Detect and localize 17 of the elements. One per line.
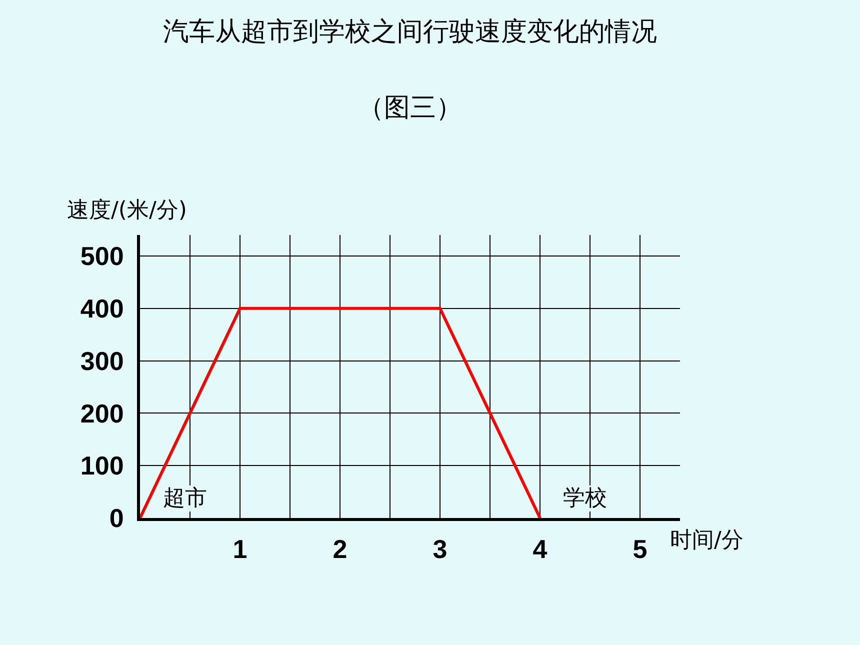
annotation: 学校 [563,486,607,511]
y-tick-label: 400 [80,293,124,324]
y-axis-title: 速度/(米/分) [67,198,187,223]
x-tick-label: 4 [532,534,548,564]
chart-title: 汽车从超市到学校之间行驶速度变化的情况 [163,17,657,47]
annotation: 超市 [163,486,207,511]
y-tick-label: 300 [80,346,124,376]
x-axis-title: 时间/分 [670,528,744,553]
x-tick-label: 3 [432,534,448,564]
x-tick-label: 1 [232,534,248,564]
y-tick-label: 100 [80,450,124,481]
x-tick-label: 2 [332,534,348,564]
y-tick-label: 500 [80,241,124,272]
chart-subtitle: （图三） [358,93,462,123]
y-tick-label: 0 [109,503,124,534]
y-tick-label: 200 [80,398,124,428]
x-tick-label: 5 [632,534,648,564]
